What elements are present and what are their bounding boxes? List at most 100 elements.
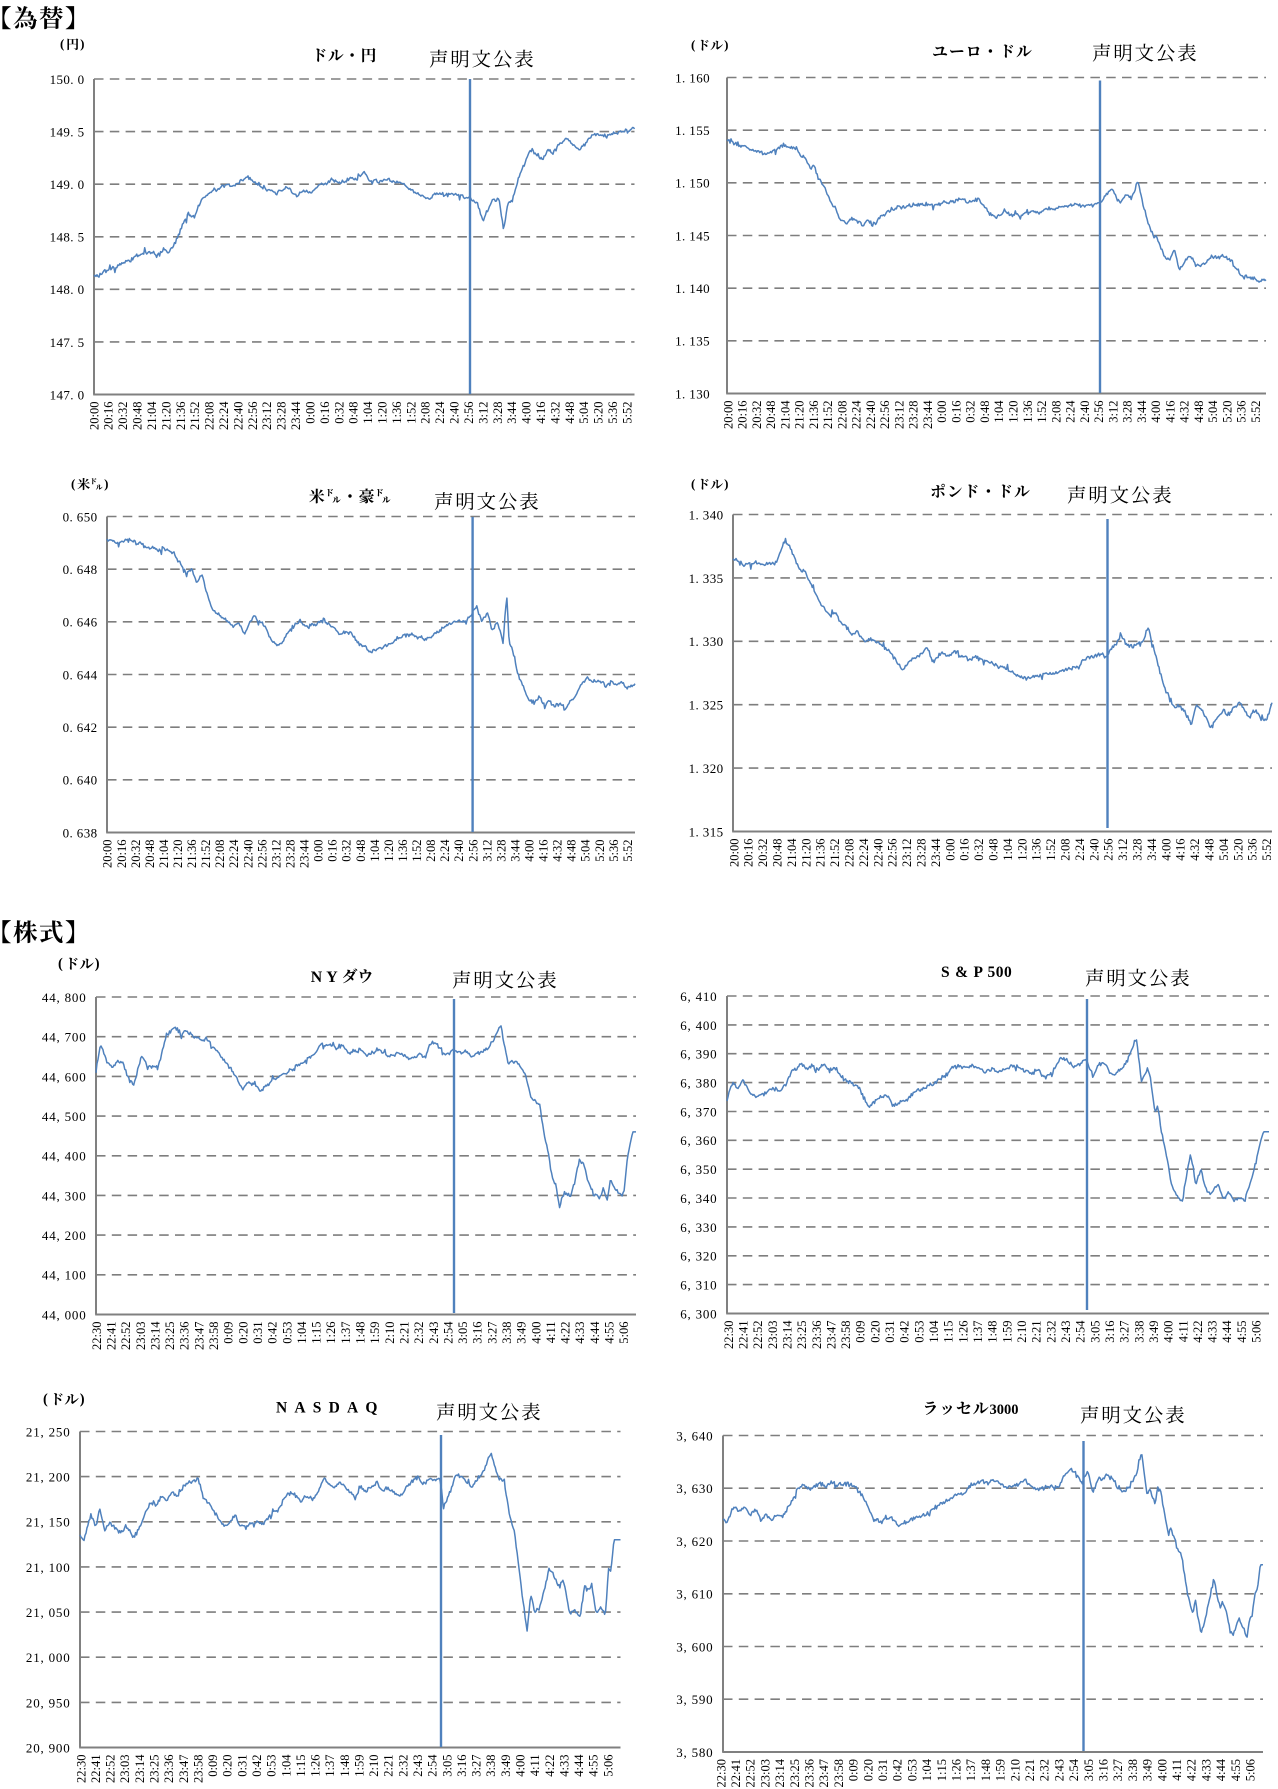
svg-text:0. 646: 0. 646 [63,615,98,630]
svg-text:2:10: 2:10 [1008,1759,1022,1781]
svg-text:1:04: 1:04 [927,1320,941,1343]
svg-text:22:30: 22:30 [714,1759,728,1787]
svg-text:): ) [724,476,728,491]
svg-text:0:31: 0:31 [883,1321,897,1343]
svg-text:147. 0: 147. 0 [50,387,85,402]
svg-text:21:04: 21:04 [785,838,799,867]
svg-text:20:32: 20:32 [750,401,764,429]
svg-text:1:04: 1:04 [361,401,375,424]
svg-text:4:00: 4:00 [1149,401,1163,423]
svg-text:4:22: 4:22 [543,1755,557,1777]
svg-text:22:41: 22:41 [737,1321,751,1349]
svg-text:2:43: 2:43 [427,1322,441,1344]
svg-text:3:44: 3:44 [505,401,519,424]
svg-text:6, 320: 6, 320 [680,1249,717,1264]
svg-text:1:04: 1:04 [992,400,1006,423]
svg-text:44, 000: 44, 000 [42,1307,87,1322]
svg-text:0:53: 0:53 [912,1321,926,1343]
svg-text:NY: NY [311,969,342,986]
svg-text:1:26: 1:26 [309,1755,323,1777]
svg-text:NASDAQ: NASDAQ [276,1400,385,1417]
svg-text:22:30: 22:30 [90,1322,104,1350]
svg-text:0:32: 0:32 [332,402,346,424]
svg-text:22:52: 22:52 [119,1322,133,1350]
svg-text:1:04: 1:04 [295,1321,309,1344]
svg-text:1:48: 1:48 [979,1759,993,1781]
svg-text:5:52: 5:52 [621,402,635,424]
svg-text:0:09: 0:09 [206,1755,220,1777]
svg-text:2:24: 2:24 [433,401,447,424]
svg-text:3:38: 3:38 [500,1322,514,1344]
svg-text:22:56: 22:56 [246,402,260,430]
svg-text:23:36: 23:36 [162,1755,176,1783]
svg-text:3:05: 3:05 [440,1755,454,1777]
svg-text:22:41: 22:41 [89,1755,103,1783]
svg-text:3:49: 3:49 [499,1755,513,1777]
svg-text:23:03: 23:03 [766,1321,780,1349]
svg-text:3:05: 3:05 [456,1322,470,1344]
svg-text:1. 155: 1. 155 [675,123,710,138]
svg-text:4:48: 4:48 [1203,839,1217,861]
svg-text:2:21: 2:21 [382,1755,396,1777]
svg-text:3:49: 3:49 [1141,1759,1155,1781]
svg-text:23:58: 23:58 [191,1755,205,1783]
svg-text:): ) [80,1392,85,1408]
svg-text:20:48: 20:48 [771,839,785,867]
svg-text:20:32: 20:32 [129,840,143,868]
svg-text:3:05: 3:05 [1088,1321,1102,1343]
svg-text:1:04: 1:04 [920,1758,934,1781]
svg-text:2:56: 2:56 [1102,839,1116,861]
svg-text:3:28: 3:28 [1131,839,1145,861]
svg-text:5:04: 5:04 [1217,838,1231,861]
svg-text:23:44: 23:44 [921,400,935,429]
svg-text:1:15: 1:15 [294,1755,308,1777]
svg-text:0:31: 0:31 [235,1755,249,1777]
svg-text:2:08: 2:08 [1049,401,1063,423]
svg-text:1:15: 1:15 [935,1759,949,1781]
svg-text:4:16: 4:16 [534,402,548,424]
svg-text:1:52: 1:52 [1035,401,1049,423]
svg-text:6, 380: 6, 380 [680,1076,717,1091]
svg-text:3:12: 3:12 [1106,401,1120,423]
svg-text:20:48: 20:48 [131,402,145,430]
svg-text:22:52: 22:52 [744,1759,758,1787]
svg-text:1:20: 1:20 [382,840,396,862]
svg-text:22:40: 22:40 [871,839,885,867]
svg-text:21:52: 21:52 [199,840,213,868]
svg-text:3:44: 3:44 [1145,838,1159,861]
svg-text:3:16: 3:16 [471,1322,485,1344]
svg-text:44, 600: 44, 600 [42,1069,87,1084]
svg-text:4:16: 4:16 [537,840,551,862]
svg-text:1:36: 1:36 [1030,839,1044,861]
svg-text:4:44: 4:44 [1220,1320,1234,1343]
svg-text:4:16: 4:16 [1174,839,1188,861]
svg-text:5:36: 5:36 [606,402,620,424]
svg-text:6, 310: 6, 310 [680,1278,717,1293]
svg-text:23:25: 23:25 [795,1321,809,1349]
svg-text:3:44: 3:44 [1135,400,1149,423]
svg-text:21:52: 21:52 [821,401,835,429]
svg-text:(: ( [58,956,63,972]
svg-text:23:36: 23:36 [803,1759,817,1787]
svg-text:0:00: 0:00 [935,401,949,423]
svg-text:1:20: 1:20 [376,402,390,424]
svg-text:22:30: 22:30 [722,1321,736,1349]
svg-text:22:08: 22:08 [843,839,857,867]
svg-text:2:10: 2:10 [367,1755,381,1777]
svg-text:1:52: 1:52 [410,840,424,862]
svg-text:44, 100: 44, 100 [42,1268,87,1283]
svg-text:5:52: 5:52 [621,840,635,862]
svg-text:2:24: 2:24 [438,839,452,862]
svg-text:23:25: 23:25 [163,1322,177,1350]
svg-text:4:32: 4:32 [1178,401,1192,423]
svg-text:0:20: 0:20 [221,1755,235,1777]
svg-text:): ) [95,956,100,972]
svg-text:22:52: 22:52 [104,1755,118,1783]
svg-text:1. 160: 1. 160 [675,70,710,85]
svg-text:1:59: 1:59 [368,1322,382,1344]
svg-text:20, 950: 20, 950 [26,1695,71,1710]
svg-text:20:00: 20:00 [87,402,101,430]
svg-text:4:44: 4:44 [572,1754,586,1777]
svg-text:148. 0: 148. 0 [50,282,85,297]
svg-text:3:16: 3:16 [1103,1321,1117,1343]
